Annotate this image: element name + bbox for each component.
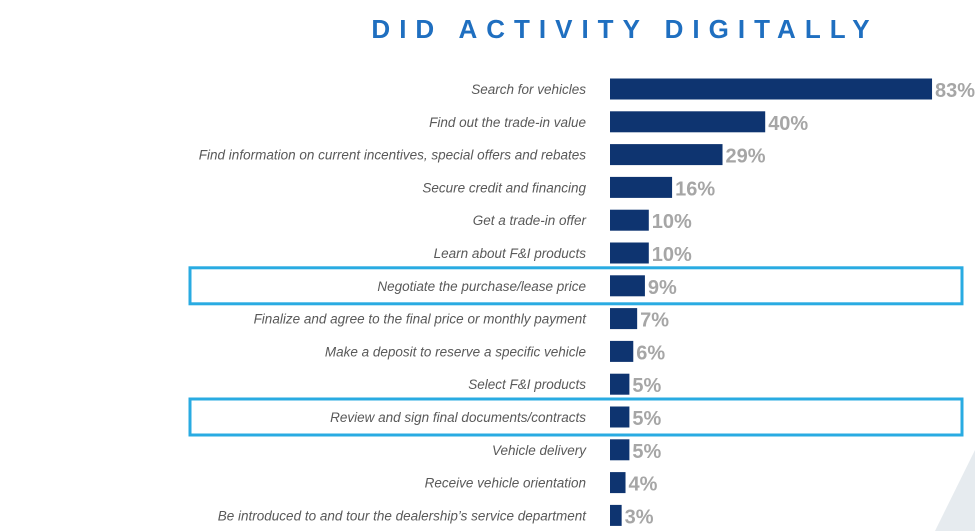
- data-label: 6%: [636, 342, 665, 364]
- bar-11: [610, 439, 629, 460]
- category-label: Select F&I products: [468, 377, 586, 392]
- category-label: Review and sign final documents/contract…: [330, 410, 586, 425]
- category-label: Secure credit and financing: [422, 180, 586, 195]
- bar-2: [610, 144, 723, 165]
- bar-0: [610, 79, 932, 100]
- category-label: Find out the trade-in value: [429, 115, 586, 130]
- bar-4: [610, 210, 649, 231]
- bar-13: [610, 505, 622, 526]
- data-label: 5%: [632, 408, 661, 430]
- category-label: Receive vehicle orientation: [425, 476, 586, 491]
- category-label: Search for vehicles: [471, 82, 586, 97]
- bar-12: [610, 472, 626, 493]
- bar-10: [610, 407, 629, 428]
- category-label: Negotiate the purchase/lease price: [377, 279, 586, 294]
- category-label: Be introduced to and tour the dealership…: [218, 508, 587, 523]
- category-label: Get a trade-in offer: [473, 213, 587, 228]
- bar-7: [610, 308, 637, 329]
- decorative-corner-graphic: [935, 450, 975, 531]
- data-label: 29%: [726, 146, 766, 168]
- bar-9: [610, 374, 629, 395]
- data-label: 9%: [648, 277, 677, 299]
- bar-5: [610, 243, 649, 264]
- data-label: 10%: [652, 211, 692, 233]
- data-label: 5%: [632, 441, 661, 463]
- category-label: Learn about F&I products: [434, 246, 587, 261]
- bar-6: [610, 275, 645, 296]
- data-label: 3%: [625, 506, 654, 528]
- data-label: 10%: [652, 244, 692, 266]
- category-label: Finalize and agree to the final price or…: [254, 312, 588, 327]
- data-label: 16%: [675, 178, 715, 200]
- category-label: Make a deposit to reserve a specific veh…: [325, 344, 586, 359]
- bar-1: [610, 111, 765, 132]
- data-label: 7%: [640, 310, 669, 332]
- category-label: Find information on current incentives, …: [199, 148, 586, 163]
- data-label: 5%: [632, 375, 661, 397]
- bar-chart: Search for vehicles Find out the trade-in…: [0, 0, 975, 531]
- bar-3: [610, 177, 672, 198]
- bar-8: [610, 341, 633, 362]
- data-label: 83%: [935, 80, 975, 102]
- data-label: 4%: [629, 474, 658, 496]
- data-label: 40%: [768, 113, 808, 135]
- category-label: Vehicle delivery: [492, 443, 587, 458]
